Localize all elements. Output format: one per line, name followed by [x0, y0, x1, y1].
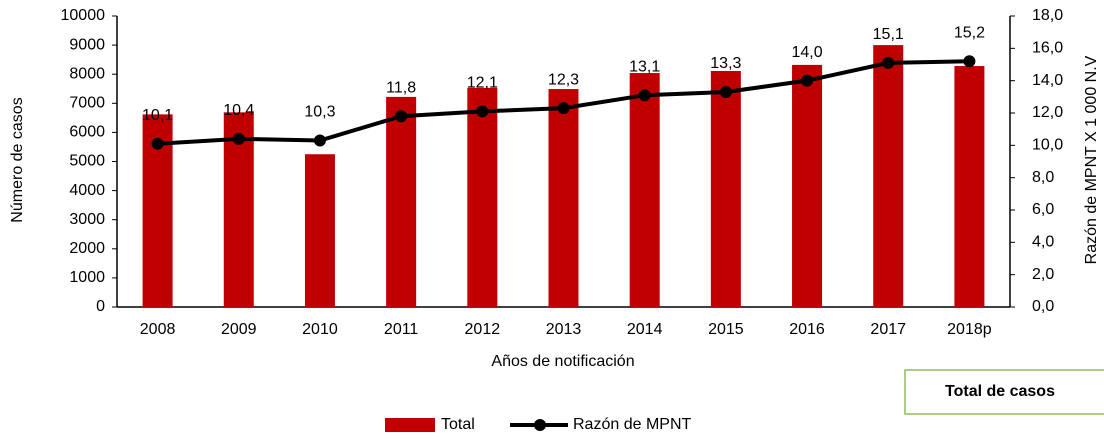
x-tick-label: 2013 — [546, 321, 582, 338]
y-tick-label: 0 — [96, 298, 105, 315]
y-tick-label: 6000 — [69, 124, 105, 141]
annotation: Total de casos — [945, 383, 1055, 400]
bar — [792, 64, 823, 307]
legend-label: Razón de MPNT — [573, 416, 691, 433]
y2-tick-label: 0,0 — [1032, 298, 1054, 315]
bar — [304, 154, 335, 307]
data-label: 11,8 — [386, 79, 416, 96]
bar — [548, 89, 579, 307]
x-tick-label: 2018p — [947, 321, 992, 338]
y-axis-title: Número de casos — [9, 97, 26, 222]
legend-marker — [534, 419, 546, 431]
y2-tick-label: 2,0 — [1032, 266, 1054, 283]
data-label: 14,0 — [791, 44, 822, 61]
x-tick-label: 2009 — [221, 321, 257, 338]
y-tick-label: 7000 — [69, 95, 105, 112]
y2-tick-label: 6,0 — [1032, 201, 1054, 218]
x-tick-label: 2008 — [140, 321, 176, 338]
legend-swatch — [385, 418, 435, 432]
legend-label: Total — [441, 416, 475, 433]
y2-tick-label: 12,0 — [1032, 104, 1063, 121]
bar — [467, 87, 498, 307]
line-marker — [638, 89, 651, 102]
x-tick-label: 2015 — [708, 321, 744, 338]
y-tick-label: 9000 — [69, 36, 105, 53]
y-tick-label: 1000 — [69, 269, 105, 286]
bar — [873, 45, 904, 307]
data-label: 12,3 — [548, 71, 579, 88]
y-tick-label: 3000 — [69, 211, 105, 228]
y-tick-label: 5000 — [69, 153, 105, 170]
y2-tick-label: 16,0 — [1032, 40, 1063, 57]
y2-tick-label: 10,0 — [1032, 137, 1063, 154]
y2-tick-label: 8,0 — [1032, 169, 1054, 186]
y-tick-label: 8000 — [69, 65, 105, 82]
line-marker — [151, 137, 164, 150]
y-tick-label: 4000 — [69, 182, 105, 199]
x-tick-label: 2017 — [870, 321, 906, 338]
data-label: 12,1 — [467, 75, 498, 92]
x-tick-label: 2012 — [465, 321, 501, 338]
y-tick-label: 10000 — [61, 7, 106, 24]
data-label: 10,1 — [142, 107, 173, 124]
data-label: 13,3 — [710, 55, 741, 72]
line-marker — [232, 132, 245, 145]
y2-tick-label: 4,0 — [1032, 234, 1054, 251]
annotation-box — [904, 369, 1104, 415]
line-marker — [882, 56, 895, 69]
line-marker — [963, 55, 976, 68]
x-axis-title: Años de notificación — [491, 353, 634, 370]
bar — [954, 66, 985, 307]
bar — [710, 70, 741, 308]
x-tick-label: 2014 — [627, 321, 663, 338]
x-tick-label: 2010 — [302, 321, 338, 338]
data-label: 13,1 — [629, 58, 660, 75]
line-marker — [719, 85, 732, 98]
x-tick-label: 2011 — [384, 321, 419, 338]
line-marker — [801, 74, 814, 87]
x-tick-label: 2016 — [789, 321, 825, 338]
line-marker — [476, 105, 489, 118]
y-tick-label: 2000 — [69, 240, 105, 257]
data-label: 10,3 — [304, 104, 335, 121]
y2-axis-title: Razón de MPNT X 1 000 N.V — [1083, 55, 1100, 264]
data-label: 15,1 — [873, 26, 904, 43]
line-marker — [395, 110, 408, 123]
bar — [629, 73, 660, 307]
line-marker — [557, 102, 570, 115]
y2-tick-label: 14,0 — [1032, 72, 1063, 89]
line-marker — [313, 134, 326, 147]
data-label: 10,4 — [223, 102, 254, 119]
data-label: 15,2 — [954, 24, 985, 41]
y2-tick-label: 18,0 — [1032, 7, 1063, 24]
bar — [386, 96, 417, 307]
